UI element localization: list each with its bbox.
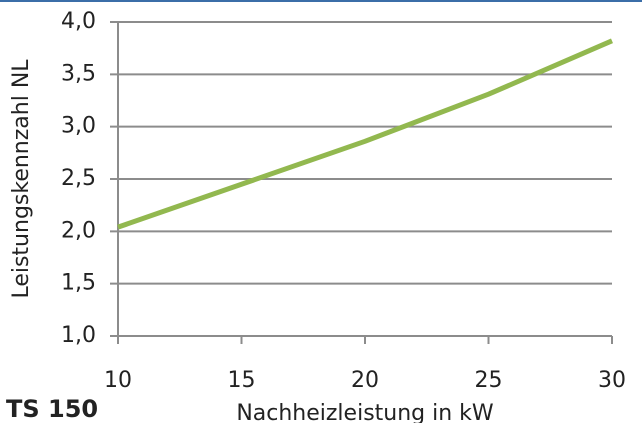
y-tick-label: 1,5 xyxy=(61,271,96,296)
top-border xyxy=(0,0,642,2)
x-tick-label: 20 xyxy=(351,368,379,393)
data-line xyxy=(117,38,613,230)
x-tick-label: 25 xyxy=(475,368,503,393)
y-tick-label: 4,0 xyxy=(61,9,96,34)
x-tick-label: 15 xyxy=(228,368,256,393)
y-tick-label: 2,5 xyxy=(61,166,96,191)
chart-title: TS 150 xyxy=(6,395,98,423)
y-tick-label: 1,0 xyxy=(61,323,96,348)
y-axis-label: Leistungskennzahl NL xyxy=(9,59,34,299)
y-tick-label: 3,0 xyxy=(61,114,96,139)
x-axis-label: Nachheizleistung in kW xyxy=(236,401,494,423)
x-tick-label: 30 xyxy=(598,368,626,393)
y-tick-label: 3,5 xyxy=(61,61,96,86)
x-tick-label: 10 xyxy=(104,368,132,393)
y-tick-label: 2,0 xyxy=(61,218,96,243)
